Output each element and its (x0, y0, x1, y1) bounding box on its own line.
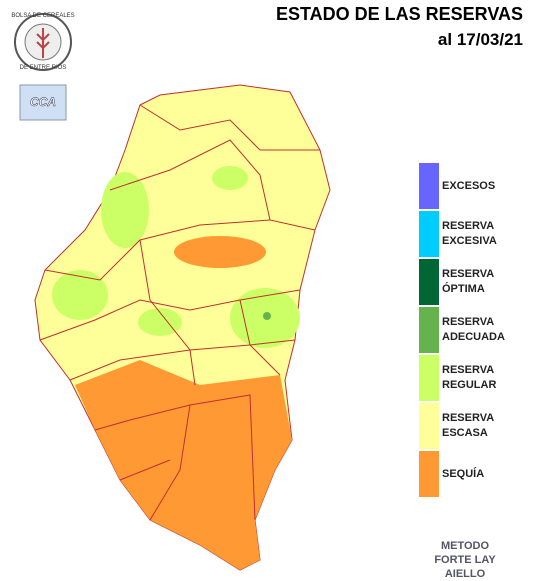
legend-line: EXCESIVA (442, 235, 497, 247)
legend-swatch (419, 163, 439, 209)
legend-swatch (419, 403, 439, 449)
legend-swatch (419, 451, 439, 497)
logo-bottom: DE ENTRE RIOS (20, 65, 67, 71)
legend-label: EXCESOS (442, 179, 495, 194)
legend-line: SEQUÍA (442, 467, 485, 480)
legend-item: RESERVA ÓPTIMA (419, 258, 505, 306)
legend-line: EXCESOS (442, 179, 496, 192)
legend-label: SEQUÍA (442, 467, 484, 482)
logo-badge: CCA (30, 95, 56, 109)
footer-line: AIELLO (444, 568, 486, 580)
footer: METODO FORTE LAY AIELLO (420, 539, 510, 581)
legend-label: RESERVA REGULAR (442, 363, 496, 393)
footer-line: METODO (440, 540, 490, 552)
legend-line: RESERVA (442, 268, 495, 280)
legend-line: RESERVA (442, 412, 495, 424)
legend-line: ADECUADA (442, 331, 505, 343)
logo: BOLSA DE CEREALES DE ENTRE RIOS CCA (11, 13, 75, 121)
legend-swatch (419, 355, 439, 401)
legend-swatch (419, 307, 439, 353)
legend-line: ÓPTIMA (442, 283, 485, 295)
date: al 17/03/21 (437, 30, 523, 49)
legend-swatch (419, 259, 439, 305)
footer-line: FORTE LAY (434, 554, 496, 566)
legend-item: SEQUÍA (419, 450, 505, 498)
legend-item: EXCESOS (419, 162, 505, 210)
province (34, 84, 331, 571)
legend-item: RESERVA ADECUADA (419, 306, 505, 354)
legend: EXCESOS RESERVA EXCESIVA RESERVA ÓPTIMA RESER… (419, 162, 505, 498)
legend-item: RESERVA REGULAR (419, 354, 505, 402)
legend-label: RESERVA ÓPTIMA (442, 267, 494, 297)
legend-item: RESERVA EXCESIVA (419, 210, 505, 258)
logo-top: BOLSA DE CEREALES (11, 13, 74, 19)
legend-line: RESERVA (442, 220, 495, 232)
legend-label: RESERVA ADECUADA (442, 315, 505, 345)
legend-line: RESERVA (442, 364, 495, 376)
legend-line: REGULAR (442, 379, 497, 391)
legend-item: RESERVA ESCASA (419, 402, 505, 450)
legend-label: RESERVA EXCESIVA (442, 219, 497, 249)
legend-swatch (419, 211, 439, 257)
legend-line: RESERVA (442, 316, 495, 328)
legend-line: ESCASA (442, 427, 488, 439)
title: ESTADO DE LAS RESERVAS (275, 4, 523, 24)
legend-label: RESERVA ESCASA (442, 411, 494, 441)
